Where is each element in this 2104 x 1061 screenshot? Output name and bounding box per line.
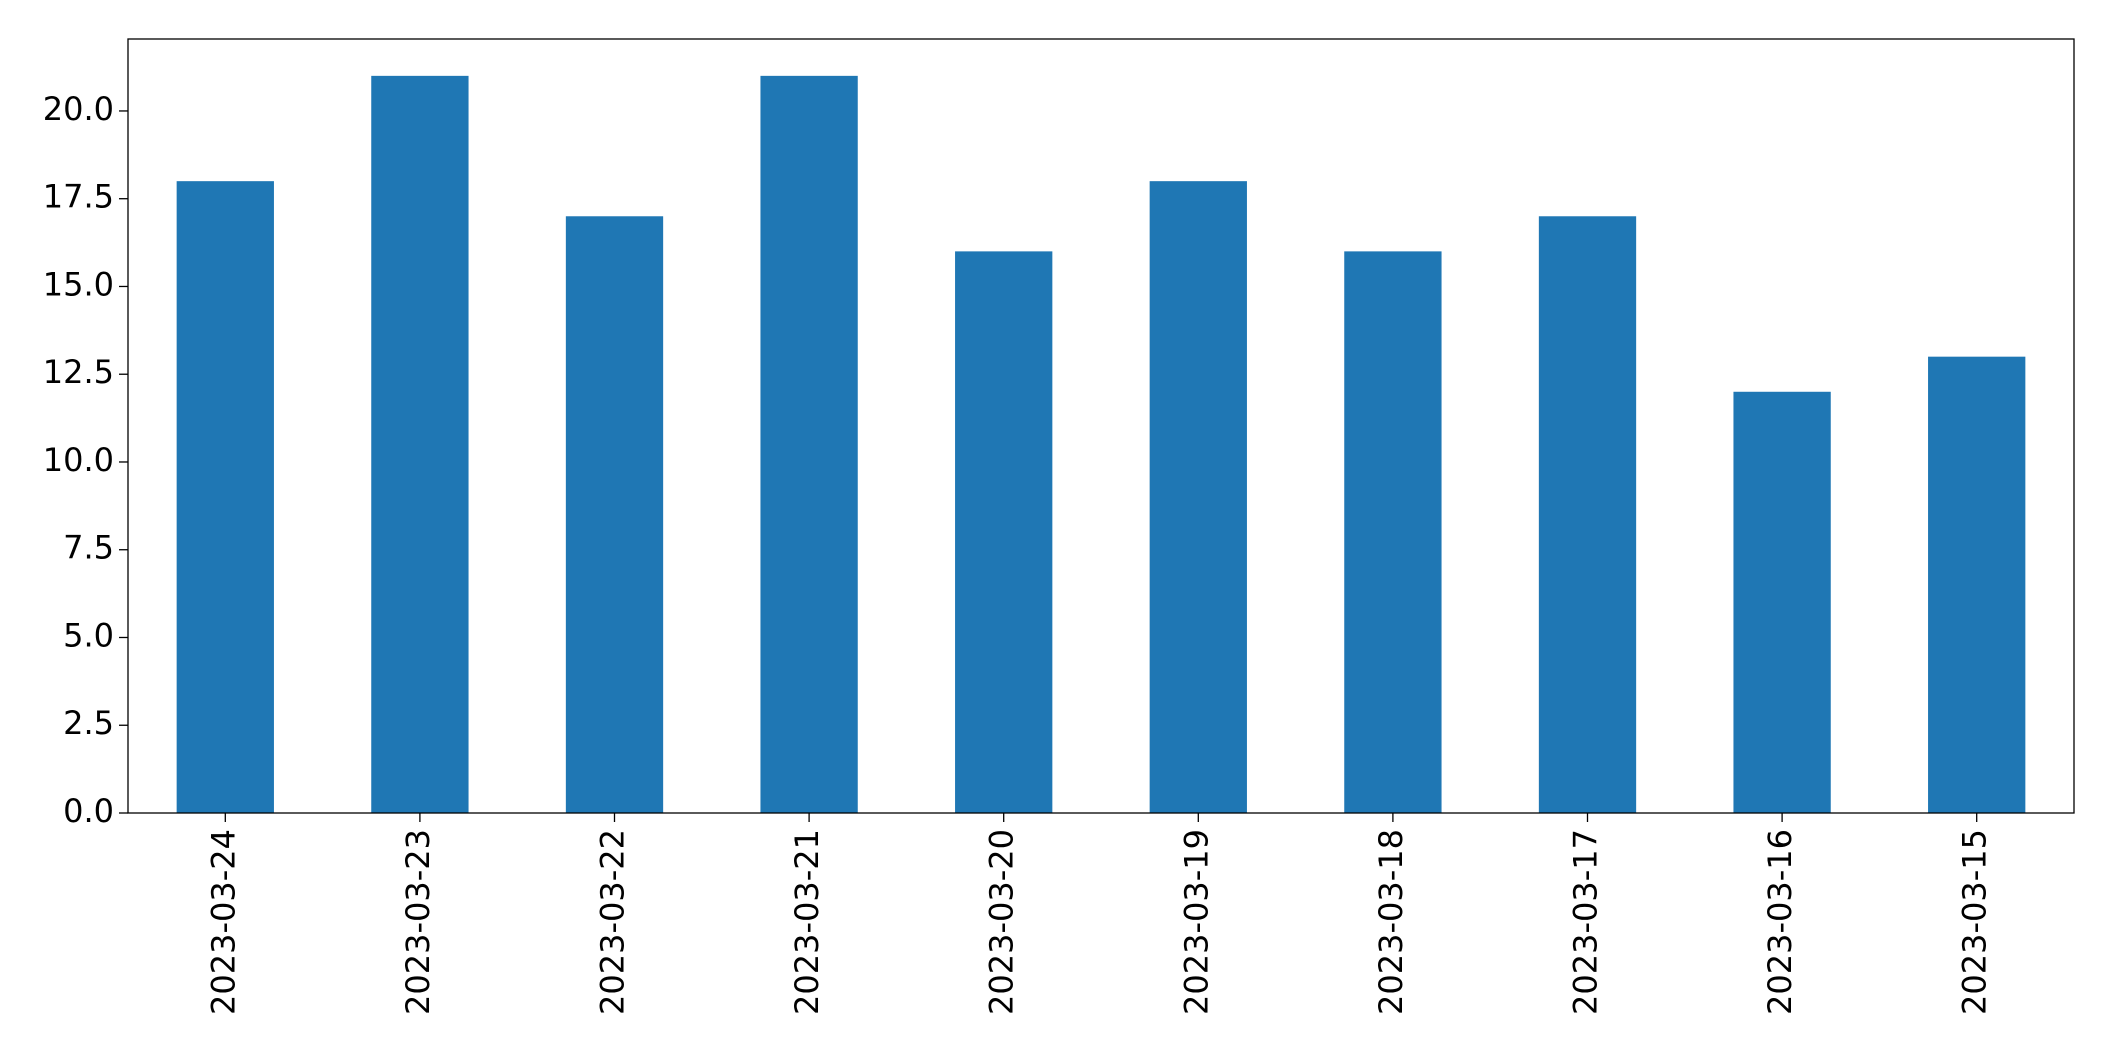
bar: [1149, 181, 1247, 813]
bar: [176, 181, 274, 813]
bar: [1733, 391, 1831, 813]
y-tick-label: 0.0: [63, 792, 114, 830]
x-tick-label: 2023-03-18: [1372, 829, 1410, 1015]
bar: [955, 251, 1053, 814]
x-tick-label: 2023-03-21: [788, 829, 826, 1015]
y-tick-label: 5.0: [63, 616, 114, 654]
x-tick-label: 2023-03-15: [1956, 829, 1994, 1015]
y-tick-label: 2.5: [63, 704, 114, 742]
x-tick-label: 2023-03-24: [204, 829, 242, 1015]
bar: [565, 216, 664, 813]
bar: [1344, 251, 1442, 814]
bar: [371, 75, 469, 814]
x-tick-label: 2023-03-22: [594, 829, 632, 1015]
y-tick-label: 17.5: [43, 178, 114, 216]
y-tick-label: 12.5: [43, 353, 114, 391]
plot-frame: [127, 38, 2075, 814]
x-tick-label: 2023-03-19: [1177, 829, 1215, 1015]
x-tick-label: 2023-03-23: [399, 829, 437, 1015]
x-tick-label: 2023-03-16: [1761, 829, 1799, 1015]
bar: [1928, 356, 2026, 813]
x-tick-label: 2023-03-17: [1567, 829, 1605, 1015]
y-tick-label: 15.0: [43, 265, 114, 303]
bar: [760, 75, 858, 814]
x-tick-label: 2023-03-20: [983, 829, 1021, 1015]
y-tick-label: 10.0: [43, 441, 114, 479]
bar: [1538, 216, 1637, 813]
y-tick-label: 7.5: [63, 529, 114, 567]
y-tick-label: 20.0: [43, 90, 114, 128]
